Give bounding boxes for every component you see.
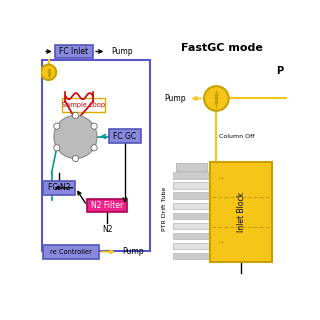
Bar: [173, 212, 210, 219]
Circle shape: [41, 65, 56, 80]
Text: FC N2: FC N2: [48, 183, 70, 192]
Text: Inlet Block: Inlet Block: [236, 192, 245, 232]
Bar: [210, 162, 272, 262]
Text: Pump: Pump: [112, 47, 133, 56]
Bar: [173, 182, 210, 189]
Bar: [108, 129, 141, 143]
Text: Pump: Pump: [164, 94, 186, 103]
Circle shape: [91, 145, 97, 151]
Bar: [173, 233, 210, 239]
Circle shape: [91, 123, 97, 129]
Text: →: →: [218, 241, 224, 247]
Bar: [176, 163, 207, 171]
Bar: [43, 245, 99, 259]
Bar: [173, 203, 210, 209]
Circle shape: [54, 145, 60, 151]
Bar: [43, 181, 76, 195]
Circle shape: [72, 112, 78, 118]
Bar: [173, 172, 210, 179]
Bar: [42, 60, 150, 251]
Bar: [87, 198, 127, 212]
Bar: [55, 44, 93, 59]
Circle shape: [204, 86, 229, 111]
Text: FC Inlet: FC Inlet: [59, 47, 88, 56]
Bar: [173, 223, 210, 229]
Text: P: P: [276, 66, 283, 76]
Text: FastGC mode: FastGC mode: [181, 43, 263, 52]
Text: Pump: Pump: [123, 247, 144, 256]
Bar: [62, 99, 105, 112]
Text: N2 Filter: N2 Filter: [91, 201, 123, 210]
Text: PTR Drift Tube: PTR Drift Tube: [162, 187, 166, 231]
Circle shape: [72, 156, 78, 162]
Bar: [173, 253, 210, 259]
Text: Sample Loop: Sample Loop: [62, 102, 105, 108]
Bar: [173, 243, 210, 249]
Circle shape: [54, 116, 97, 158]
Text: FC GC: FC GC: [113, 132, 136, 141]
Text: re Controller: re Controller: [50, 249, 92, 255]
Text: N2: N2: [102, 225, 112, 234]
Bar: [173, 192, 210, 199]
Text: →: →: [218, 177, 224, 183]
Circle shape: [54, 123, 60, 129]
Text: Column Off: Column Off: [220, 134, 255, 140]
